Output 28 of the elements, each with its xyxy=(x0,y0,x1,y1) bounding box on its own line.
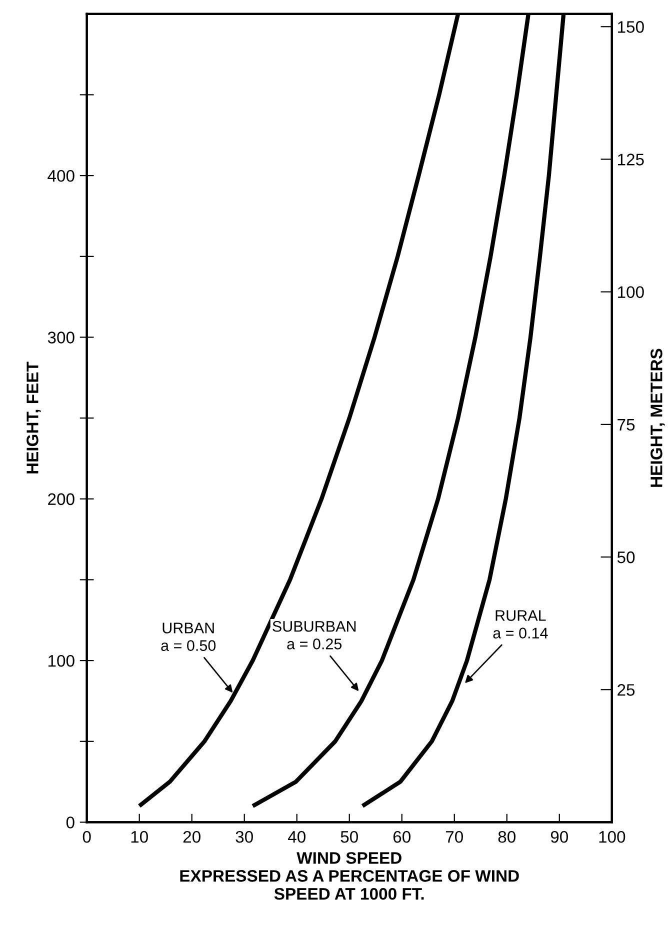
y2-tick-label: 150 xyxy=(618,21,644,33)
y2-tick-label: 50 xyxy=(617,551,635,564)
y2-tick-label: 25 xyxy=(618,684,635,696)
x-tick-label: 40 xyxy=(288,830,306,843)
y-tick-label: 0 xyxy=(66,816,74,828)
annotation: SUBURBAN a = 0.25 xyxy=(272,620,356,650)
x-tick-label: 30 xyxy=(236,830,253,843)
x-tick-label: 100 xyxy=(599,830,626,843)
y-tick-label: 200 xyxy=(48,493,74,506)
y2-tick-label: 75 xyxy=(618,419,635,431)
y2-tick-label: 125 xyxy=(618,154,644,166)
x-axis-title: WIND SPEED EXPRESSED AS A PERCENTAGE OF WIND SPEED AT 1000 FT. xyxy=(180,852,519,900)
x-tick-label: 90 xyxy=(550,830,568,843)
y-tick-label: 400 xyxy=(48,170,74,182)
x-tick-label: 0 xyxy=(82,830,91,843)
x-tick-label: 80 xyxy=(498,830,516,843)
x-tick-label: 50 xyxy=(340,830,358,843)
annotation: URBAN a = 0.50 xyxy=(161,622,216,651)
x-tick-label: 60 xyxy=(393,830,410,843)
y-axis-title: HEIGHT, FEET xyxy=(26,362,41,474)
y2-axis-title: HEIGHT, METERS xyxy=(650,348,665,487)
y-tick-label: 100 xyxy=(48,654,74,667)
annotation: RURAL a = 0.14 xyxy=(493,610,548,638)
y-tick-label: 300 xyxy=(48,332,74,344)
x-tick-label: 70 xyxy=(446,830,463,843)
x-tick-label: 20 xyxy=(183,830,200,843)
y2-tick-label: 100 xyxy=(618,286,644,298)
x-tick-label: 10 xyxy=(131,830,148,843)
